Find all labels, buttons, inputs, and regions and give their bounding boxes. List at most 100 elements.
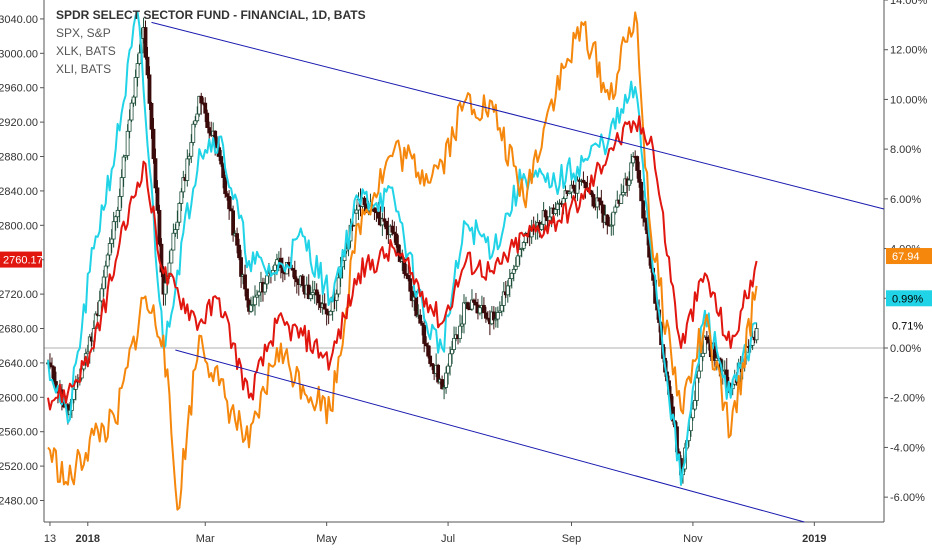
- candle-body: [225, 193, 230, 197]
- spx-badge: 0.99%: [886, 290, 932, 307]
- candle-body: [408, 278, 413, 292]
- candle-body: [205, 112, 210, 128]
- candle-body: [308, 294, 313, 299]
- candle-body: [121, 156, 126, 179]
- right-tick-label: 0.00%: [890, 343, 921, 355]
- candle-body: [581, 179, 586, 183]
- candle-body: [406, 275, 411, 280]
- candle-body: [696, 370, 701, 379]
- candle-body: [418, 314, 423, 324]
- candle-body: [263, 283, 267, 293]
- candle-body: [452, 337, 456, 350]
- chart-legend: SPDR SELECT SECTOR FUND - FINANCIAL, 1D,…: [56, 6, 366, 78]
- candle-body: [314, 289, 319, 296]
- x-tick-label: Jul: [441, 533, 455, 545]
- candle-body: [189, 142, 194, 157]
- candle-body: [583, 181, 588, 189]
- candle-body: [384, 220, 389, 230]
- candle-body: [257, 291, 261, 296]
- candle-body: [117, 196, 122, 211]
- candle-body: [639, 181, 644, 202]
- candle-body: [521, 242, 526, 249]
- x-tick-label: Mar: [196, 533, 215, 545]
- left-tick-label: 2520.00: [0, 461, 38, 473]
- price-badge-label: 2760.17: [3, 255, 43, 267]
- candle-body: [390, 225, 395, 233]
- candle-body: [105, 254, 110, 267]
- candle-body: [754, 328, 759, 341]
- candle-body: [495, 312, 500, 320]
- candle-body: [294, 278, 299, 283]
- spx-line: [47, 11, 757, 486]
- candle-body: [448, 353, 452, 367]
- candle-body: [466, 302, 470, 310]
- left-tick-label: 2640.00: [0, 358, 38, 370]
- candle-body: [693, 400, 697, 410]
- candle-body: [505, 285, 510, 296]
- candle-body: [231, 210, 235, 236]
- candle-body: [322, 303, 327, 310]
- candle-body: [414, 296, 419, 317]
- candle-body: [147, 74, 152, 104]
- candle-body: [155, 187, 160, 211]
- legend-item-xli[interactable]: XLI, BATS: [56, 62, 112, 76]
- candle-body: [179, 191, 184, 204]
- candle-body: [643, 217, 648, 223]
- candle-body: [185, 158, 190, 181]
- spx-badge-bg: [886, 290, 932, 307]
- candle-body: [694, 377, 699, 401]
- candle-body: [396, 244, 401, 255]
- candle-body: [515, 255, 520, 267]
- candle-body: [637, 170, 642, 183]
- candle-body: [292, 269, 297, 280]
- candle-body: [543, 210, 548, 218]
- channel-drawing[interactable]: [151, 21, 885, 523]
- candle-body: [462, 302, 466, 325]
- candle-body: [482, 304, 486, 314]
- left-tick-label: 2600.00: [0, 392, 38, 404]
- candle-body: [700, 352, 705, 358]
- candle-body: [265, 275, 269, 285]
- candle-body: [191, 123, 196, 143]
- candle-body: [135, 63, 140, 78]
- candle-body: [145, 56, 150, 76]
- left-tick-label: 2920.00: [0, 117, 38, 129]
- legend-item-xlk[interactable]: XLK, BATS: [56, 44, 116, 58]
- candle-body: [221, 163, 226, 178]
- candle-body: [450, 349, 454, 355]
- candle-body: [422, 324, 427, 344]
- candle-body: [175, 221, 180, 230]
- right-tick-label: -6.00%: [890, 492, 925, 504]
- candle-body: [107, 243, 112, 256]
- candle-body: [691, 408, 695, 419]
- right-tick-label: 6.00%: [890, 194, 921, 206]
- candle-body: [171, 232, 176, 251]
- candle-body: [641, 200, 646, 219]
- legend-item-spx[interactable]: SPX, S&P: [56, 26, 111, 40]
- right-tick-label: 14.00%: [890, 0, 928, 7]
- right-tick-label: 8.00%: [890, 144, 921, 156]
- candle-body: [458, 325, 462, 340]
- xlk-badge: 67.94: [886, 248, 932, 265]
- candle-body: [555, 203, 560, 210]
- candle-body: [428, 355, 433, 364]
- candle-body: [195, 113, 200, 122]
- x-tick-label: 2019: [802, 533, 826, 545]
- candle-body: [235, 233, 239, 246]
- candle-body: [143, 27, 148, 58]
- left-tick-label: 2680.00: [0, 324, 38, 336]
- candle-body: [372, 207, 377, 213]
- time-axis[interactable]: 13 2018 Mar May Jul Sep Nov 2019: [44, 521, 884, 545]
- left-tick-label: 3040.00: [0, 14, 38, 26]
- candle-body: [478, 307, 482, 314]
- candle-body: [223, 177, 228, 195]
- left-tick-label: 3000.00: [0, 48, 38, 60]
- candle-body: [151, 128, 156, 160]
- left-tick-label: 2880.00: [0, 152, 38, 164]
- candle-body: [511, 268, 516, 274]
- candle-body: [571, 184, 576, 189]
- candle-body: [101, 276, 106, 290]
- candle-body: [109, 238, 114, 244]
- spx-badge-label: 0.99%: [892, 293, 923, 305]
- candle-body: [627, 179, 632, 186]
